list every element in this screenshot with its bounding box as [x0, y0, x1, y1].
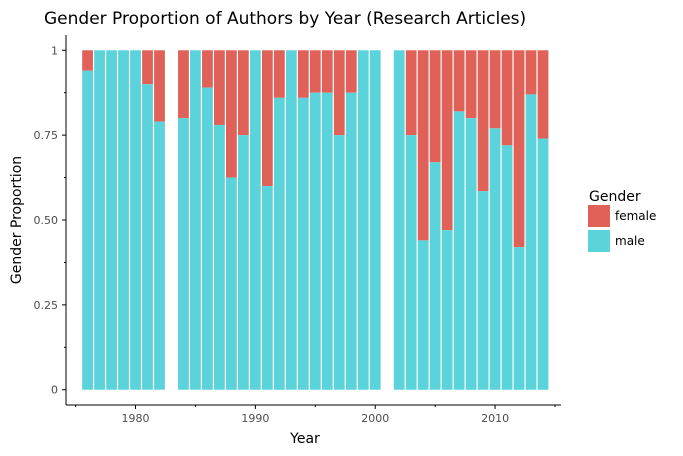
bar-male-2007 [453, 111, 465, 390]
bar-male-1977 [94, 50, 105, 390]
bar-female-1981 [142, 50, 153, 85]
x-tick-label-1980: 1980 [122, 412, 150, 425]
bar-male-2006 [441, 230, 453, 390]
bar-male-1987 [214, 124, 225, 390]
bar-female-2009 [477, 50, 489, 192]
legend-swatch-female [588, 205, 610, 227]
legend: Gender female male [588, 189, 656, 252]
bar-female-2006 [441, 50, 453, 231]
x-tick-label-2000: 2000 [361, 412, 389, 425]
bar-female-2005 [429, 50, 441, 163]
x-tick-label-2010: 2010 [481, 412, 509, 425]
bar-male-2011 [501, 145, 513, 390]
bar-male-1992 [273, 97, 285, 390]
x-ticks: 1980 1990 2000 2010 [75, 405, 556, 425]
bar-male-1995 [309, 92, 321, 390]
legend-label-female: female [615, 209, 656, 223]
bar-male-2003 [405, 135, 417, 390]
bar-male-1994 [297, 97, 309, 390]
bar-female-2013 [525, 50, 537, 95]
bar-male-1990 [249, 50, 261, 390]
bar-male-1985 [190, 50, 201, 390]
bar-male-1986 [202, 87, 213, 390]
bar-female-2004 [417, 50, 429, 241]
bar-male-1997 [333, 135, 345, 390]
bar-female-2012 [513, 50, 525, 248]
legend-label-male: male [615, 234, 645, 248]
bar-male-1976 [82, 70, 93, 390]
bar-female-1995 [309, 50, 321, 93]
bar-male-1999 [357, 50, 369, 390]
bar-male-1979 [118, 50, 129, 390]
bar-female-2008 [465, 50, 477, 119]
bar-female-2011 [501, 50, 513, 146]
bar-male-1998 [345, 92, 357, 390]
bar-female-1992 [273, 50, 285, 98]
bar-female-1991 [261, 50, 273, 187]
bar-female-1976 [82, 50, 93, 71]
y-tick-label-0: 0 [51, 384, 58, 397]
bar-male-2000 [369, 50, 381, 390]
bar-male-1991 [261, 186, 273, 390]
legend-title: Gender [589, 189, 641, 205]
bar-male-2014 [537, 138, 549, 390]
bar-female-1998 [345, 50, 357, 93]
bar-male-1988 [226, 177, 237, 390]
bar-female-1989 [237, 50, 249, 136]
bar-male-2005 [429, 162, 441, 390]
bar-male-1982 [154, 121, 165, 390]
bar-male-2012 [513, 247, 525, 390]
x-tick-label-1990: 1990 [241, 412, 269, 425]
bar-male-2013 [525, 94, 537, 390]
bar-female-1997 [333, 50, 345, 136]
bar-female-2010 [489, 50, 501, 129]
bar-female-1987 [214, 50, 225, 125]
bar-male-1978 [106, 50, 117, 390]
y-tick-label-4: 1 [51, 44, 58, 57]
y-tick-label-3: 0.75 [34, 129, 59, 142]
bar-female-2007 [453, 50, 465, 112]
bars [82, 50, 549, 390]
y-axis-title: Gender Proportion [9, 156, 25, 284]
y-tick-label-1: 0.25 [34, 299, 59, 312]
bar-male-1993 [285, 50, 297, 390]
bar-female-1986 [202, 50, 213, 88]
bar-male-1989 [237, 135, 249, 390]
legend-swatch-male [588, 230, 610, 252]
bar-female-1982 [154, 50, 165, 122]
bar-male-2002 [393, 50, 405, 390]
y-ticks: 0 0.25 0.50 0.75 1 [34, 44, 66, 397]
bar-male-1984 [178, 118, 189, 390]
bar-female-1984 [178, 50, 189, 119]
bar-male-2010 [489, 128, 501, 390]
bar-male-1981 [142, 84, 153, 390]
bar-female-1988 [226, 50, 237, 178]
bar-female-2014 [537, 50, 549, 139]
bar-male-2009 [477, 191, 489, 390]
bar-female-1996 [321, 50, 333, 93]
bar-male-2008 [465, 118, 477, 390]
bar-female-2003 [405, 50, 417, 136]
bar-female-1994 [297, 50, 309, 98]
chart-title: Gender Proportion of Authors by Year (Re… [44, 9, 526, 29]
bar-male-1996 [321, 92, 333, 390]
bar-male-2004 [417, 240, 429, 390]
bar-male-1980 [130, 50, 141, 390]
y-tick-label-2: 0.50 [34, 214, 59, 227]
x-axis-title: Year [289, 431, 320, 447]
